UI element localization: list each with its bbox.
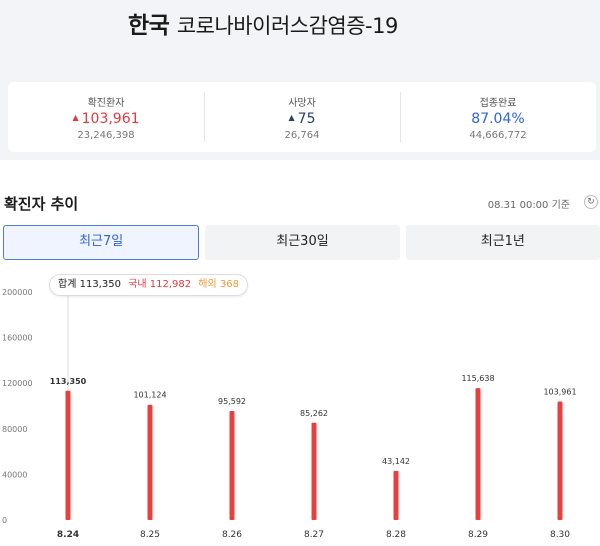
bar (475, 388, 481, 520)
bar (311, 422, 317, 520)
stat-label: 사망자 (288, 98, 316, 109)
data-label: 113,350 (50, 377, 87, 386)
up-arrow-icon: ▲ (288, 113, 295, 122)
stat-total: 44,666,772 (469, 130, 527, 141)
x-tick-label: 8.28 (386, 530, 406, 540)
tooltip-total-label: 합계 (58, 279, 77, 290)
x-tick-label: 8.24 (57, 530, 79, 540)
section-title: 확진자 추이 (4, 195, 79, 213)
stat-label: 확진환자 (87, 98, 125, 109)
stat-confirmed[interactable]: 확진환자 ▲ 103,961 23,246,398 (8, 82, 204, 152)
stats-card: 확진환자 ▲ 103,961 23,246,398 사망자 ▲ 75 26,764 … (8, 82, 596, 152)
y-tick-label: 0 (2, 516, 7, 525)
tooltip-overseas-value: 368 (219, 279, 239, 290)
data-label: 115,638 (461, 374, 494, 383)
tab-recent-30-days[interactable]: 최근30일 (205, 225, 400, 260)
bar (393, 470, 399, 520)
tab-recent-1-year[interactable]: 최근1년 (405, 225, 600, 260)
stat-total: 23,246,398 (77, 130, 135, 141)
title-main: 한국 (128, 13, 170, 39)
x-tick-label: 8.29 (468, 530, 488, 540)
chart-tooltip: 합계 113,350 국내 112,982 해외 368 (49, 274, 248, 296)
stat-value-text: 103,961 (81, 111, 140, 127)
tooltip-domestic-value: 112,982 (149, 279, 192, 290)
bar (147, 404, 153, 520)
up-arrow-icon: ▲ (72, 113, 79, 122)
data-label: 43,142 (382, 457, 410, 466)
x-tick-label: 8.30 (550, 530, 570, 540)
data-label: 85,262 (300, 409, 328, 418)
y-tick-label: 160000 (2, 334, 33, 343)
stat-value: ▲ 75 (204, 111, 400, 129)
bar (557, 401, 563, 520)
y-tick-label: 120000 (2, 379, 33, 388)
stat-vaccinated[interactable]: 접종완료 87.04% 44,666,772 (400, 82, 596, 152)
bar (65, 390, 71, 520)
page-title: 한국 코로나바이러스감염증-19 (128, 6, 398, 40)
title-rest: 코로나바이러스감염증-19 (176, 14, 399, 38)
stat-total: 26,764 (284, 130, 320, 141)
stat-deaths[interactable]: 사망자 ▲ 75 26,764 (204, 82, 400, 152)
cases-bar-chart: 200000 160000 120000 80000 40000 0 113,350 8.24… (2, 288, 577, 540)
y-tick-label: 40000 (2, 470, 27, 479)
tooltip-total-value: 113,350 (79, 279, 121, 290)
data-label: 95,592 (218, 397, 246, 406)
tooltip-overseas-label: 해외 (198, 279, 217, 290)
stat-value-text: 75 (297, 111, 316, 127)
refresh-icon[interactable]: ↻ (584, 195, 598, 209)
tab-recent-7-days[interactable]: 최근7일 (3, 225, 200, 260)
updated-time: 08.31 00:00 기준 (487, 200, 570, 211)
bar (229, 411, 235, 520)
stat-value: ▲ 103,961 (8, 111, 204, 129)
stat-label: 접종완료 (479, 98, 517, 109)
x-tick-label: 8.27 (304, 530, 324, 540)
y-tick-label: 200000 (2, 288, 33, 297)
y-tick-label: 80000 (2, 425, 27, 434)
tooltip-domestic-label: 국내 (128, 279, 147, 290)
stat-value: 87.04% (471, 111, 525, 127)
data-label: 101,124 (133, 391, 166, 400)
data-label: 103,961 (543, 387, 576, 396)
x-tick-label: 8.25 (140, 530, 160, 540)
period-tabs: 최근7일 최근30일 최근1년 (3, 225, 600, 260)
summary-panel: 한국 코로나바이러스감염증-19 확진환자 ▲ 103,961 23,246,39… (0, 0, 600, 160)
x-tick-label: 8.26 (222, 530, 242, 540)
